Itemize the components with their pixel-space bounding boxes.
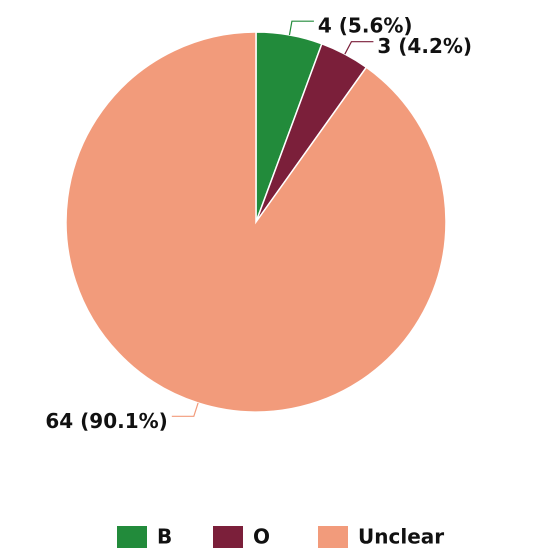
legend-label: B xyxy=(157,525,172,549)
pie-slice xyxy=(65,31,447,413)
data-label: 64 (90.1%) xyxy=(45,409,167,433)
legend-swatch xyxy=(117,526,147,548)
leader-line xyxy=(288,20,314,36)
leader-line xyxy=(171,402,199,417)
data-label: 3 (4.2%) xyxy=(377,34,472,58)
legend-label: O xyxy=(253,525,270,549)
leader-line xyxy=(344,41,374,55)
data-label: 4 (5.6%) xyxy=(318,14,413,38)
legend-swatch xyxy=(318,526,348,548)
legend-label: Unclear xyxy=(358,525,444,549)
legend-swatch xyxy=(213,526,243,548)
